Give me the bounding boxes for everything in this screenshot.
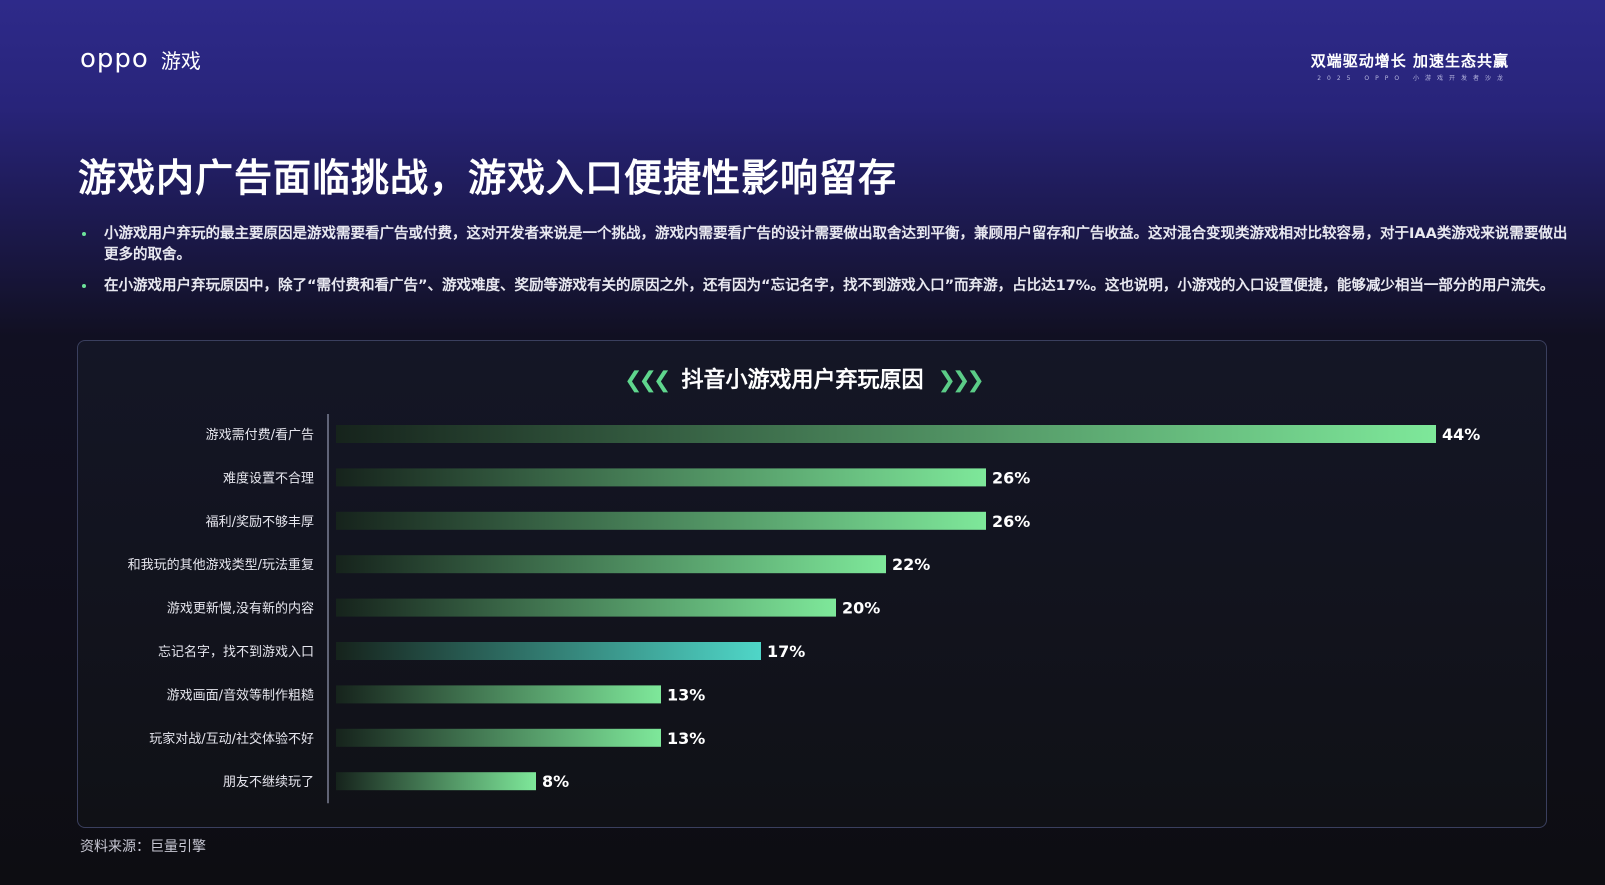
category-label-5: 忘记名字，找不到游戏入口 [158,644,314,660]
value-label-8: 8% [542,772,569,791]
value-label-0: 44% [1442,425,1480,444]
category-label-3: 和我玩的其他游戏类型/玩法重复 [128,557,314,573]
chevron-left-icon: ❮❮❮ [624,368,671,393]
bullet-item: 在小游戏用户弃玩原因中，除了“需付费和看广告”、游戏难度、奖励等游戏有关的原因之… [80,276,1570,297]
category-label-1: 难度设置不合理 [223,470,314,486]
category-label-7: 玩家对战/互动/社交体验不好 [149,731,314,747]
value-label-2: 26% [992,512,1030,531]
slogan-sub: 2025 OPPO 小游戏开发者沙龙 [1317,75,1509,82]
source-note: 资料来源：巨量引擎 [80,839,206,855]
value-label-6: 13% [667,685,705,704]
bullet-item: 小游戏用户弃玩的最主要原因是游戏需要看广告或付费，这对开发者来说是一个挑战，游戏… [80,224,1570,266]
chart-title-text: 抖音小游戏用户弃玩原因 [681,368,924,393]
bar-0 [336,425,1436,443]
bar-8 [336,772,536,791]
chart-panel [77,340,1547,828]
brand: oppo 游戏 [80,44,201,74]
bar-7 [336,728,661,747]
value-label-5: 17% [767,642,805,661]
bar-1 [336,468,986,487]
value-label-7: 13% [667,729,705,748]
chevron-right-icon: ❯❯❯ [937,368,985,393]
chart-title: ❮❮❮ 抖音小游戏用户弃玩原因 ❯❯❯ [0,362,1605,394]
page-title: 游戏内广告面临挑战，游戏入口便捷性影响留存 [78,156,898,200]
bar-6 [336,685,661,704]
bar-2 [336,511,986,530]
category-label-8: 朋友不继续玩了 [223,774,314,790]
category-label-4: 游戏更新慢,没有新的内容 [167,601,314,617]
value-label-4: 20% [842,599,880,618]
value-label-1: 26% [992,468,1030,487]
bar-4 [336,598,836,617]
bullet-list: 小游戏用户弃玩的最主要原因是游戏需要看广告或付费，这对开发者来说是一个挑战，游戏… [80,224,1570,307]
slogan: 双端驱动增长 加速生态共赢 2025 OPPO 小游戏开发者沙龙 [1311,50,1509,82]
brand-suffix: 游戏 [160,48,201,73]
bar-5 [336,642,761,660]
category-label-6: 游戏画面/音效等制作粗糙 [167,687,314,703]
slogan-main: 双端驱动增长 加速生态共赢 [1310,52,1509,70]
value-label-3: 22% [892,555,930,574]
category-label-2: 福利/奖励不够丰厚 [206,515,314,530]
oppo-logo: oppo [80,44,149,74]
category-label-0: 游戏需付费/看广告 [206,427,314,443]
bar-3 [336,555,886,574]
